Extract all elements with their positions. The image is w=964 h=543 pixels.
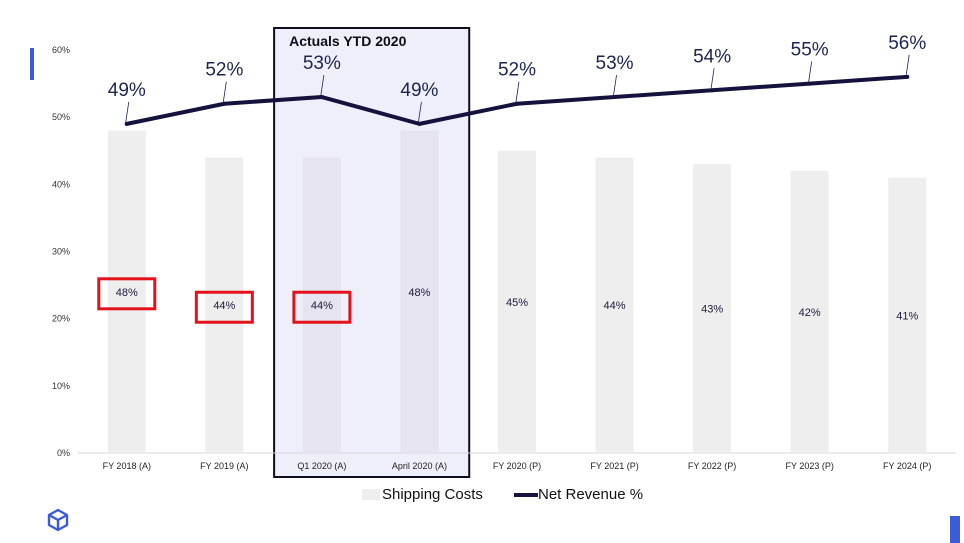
- bar-shipping-costs: [888, 177, 927, 453]
- bar-shipping-costs: [790, 170, 829, 453]
- line-label-leader: [613, 74, 617, 96]
- bar-value-label: 48%: [408, 287, 430, 299]
- line-point: [124, 121, 129, 126]
- line-value-label: 53%: [303, 53, 341, 74]
- bar-shipping-costs: [693, 164, 732, 453]
- line-label-leader: [320, 74, 325, 96]
- x-tick-label: FY 2019 (A): [200, 461, 248, 471]
- x-tick-label: FY 2021 (P): [590, 461, 638, 471]
- line-value-label: 55%: [791, 40, 829, 61]
- line-value-label: 49%: [400, 80, 438, 101]
- line-label-leader: [808, 61, 813, 82]
- y-tick-label: 30%: [52, 247, 70, 257]
- bar-label-outline: [292, 290, 352, 324]
- x-tick-label: FY 2018 (A): [103, 461, 151, 471]
- bar-shipping-costs: [302, 157, 341, 453]
- cube-logo-icon: [47, 508, 69, 532]
- line-label-leader: [125, 101, 130, 122]
- bar-label-outline: [97, 277, 157, 311]
- bar-shipping-costs: [400, 130, 439, 453]
- bar-shipping-costs: [595, 157, 634, 453]
- x-tick-label: FY 2023 (P): [785, 461, 833, 471]
- line-point: [612, 95, 617, 100]
- bar-value-label: 42%: [799, 307, 821, 319]
- bar-shipping-costs: [498, 150, 536, 453]
- bar-value-label: 44%: [213, 300, 235, 312]
- line-value-label: 52%: [498, 60, 536, 81]
- corner-accent: [950, 516, 960, 543]
- line-value-label: 49%: [108, 80, 146, 101]
- y-tick-label: 50%: [52, 112, 70, 122]
- line-value-label: 53%: [596, 53, 634, 74]
- y-tick-label: 10%: [52, 381, 70, 391]
- y-tick-label: 20%: [52, 314, 70, 324]
- line-point: [222, 101, 227, 106]
- y-tick-label: 0%: [57, 448, 70, 458]
- bar-value-label: 43%: [701, 304, 723, 316]
- x-tick-label: FY 2024 (P): [883, 461, 931, 471]
- line-point: [515, 101, 519, 106]
- x-tick-label: April 2020 (A): [392, 461, 447, 471]
- line-label-leader: [905, 54, 910, 75]
- bar-value-label: 41%: [896, 310, 918, 322]
- legend-swatch-shipping-costs: [362, 489, 380, 500]
- legend-label-net-revenue: Net Revenue %: [538, 486, 643, 503]
- highlight-label: Actuals YTD 2020: [289, 33, 406, 49]
- line-point: [417, 121, 422, 126]
- bar-shipping-costs: [107, 130, 146, 453]
- line-point: [905, 74, 910, 79]
- bar-value-label: 48%: [116, 287, 138, 299]
- accent-bar: [30, 48, 34, 80]
- x-tick-label: Q1 2020 (A): [297, 461, 346, 471]
- line-label-leader: [222, 81, 227, 102]
- bar-shipping-costs: [205, 157, 244, 453]
- line-value-label: 52%: [205, 60, 243, 81]
- bar-value-label: 44%: [311, 300, 333, 312]
- line-label-leader: [418, 101, 422, 122]
- bar-value-label: 44%: [604, 300, 626, 312]
- y-tick-label: 40%: [52, 179, 70, 189]
- y-tick-label: 60%: [52, 45, 70, 55]
- legend-label-shipping-costs: Shipping Costs: [382, 486, 483, 503]
- bar-label-outline: [194, 290, 254, 324]
- line-value-label: 56%: [888, 33, 926, 54]
- line-point: [807, 81, 812, 86]
- bar-value-label: 45%: [506, 297, 528, 309]
- line-net-revenue: [124, 74, 910, 126]
- line-label-leader: [710, 68, 715, 89]
- line-label-leader: [515, 81, 520, 102]
- x-tick-label: FY 2022 (P): [688, 461, 736, 471]
- x-tick-label: FY 2020 (P): [493, 461, 541, 471]
- line-point: [319, 95, 324, 100]
- line-value-label: 54%: [693, 46, 731, 67]
- line-point: [710, 88, 715, 93]
